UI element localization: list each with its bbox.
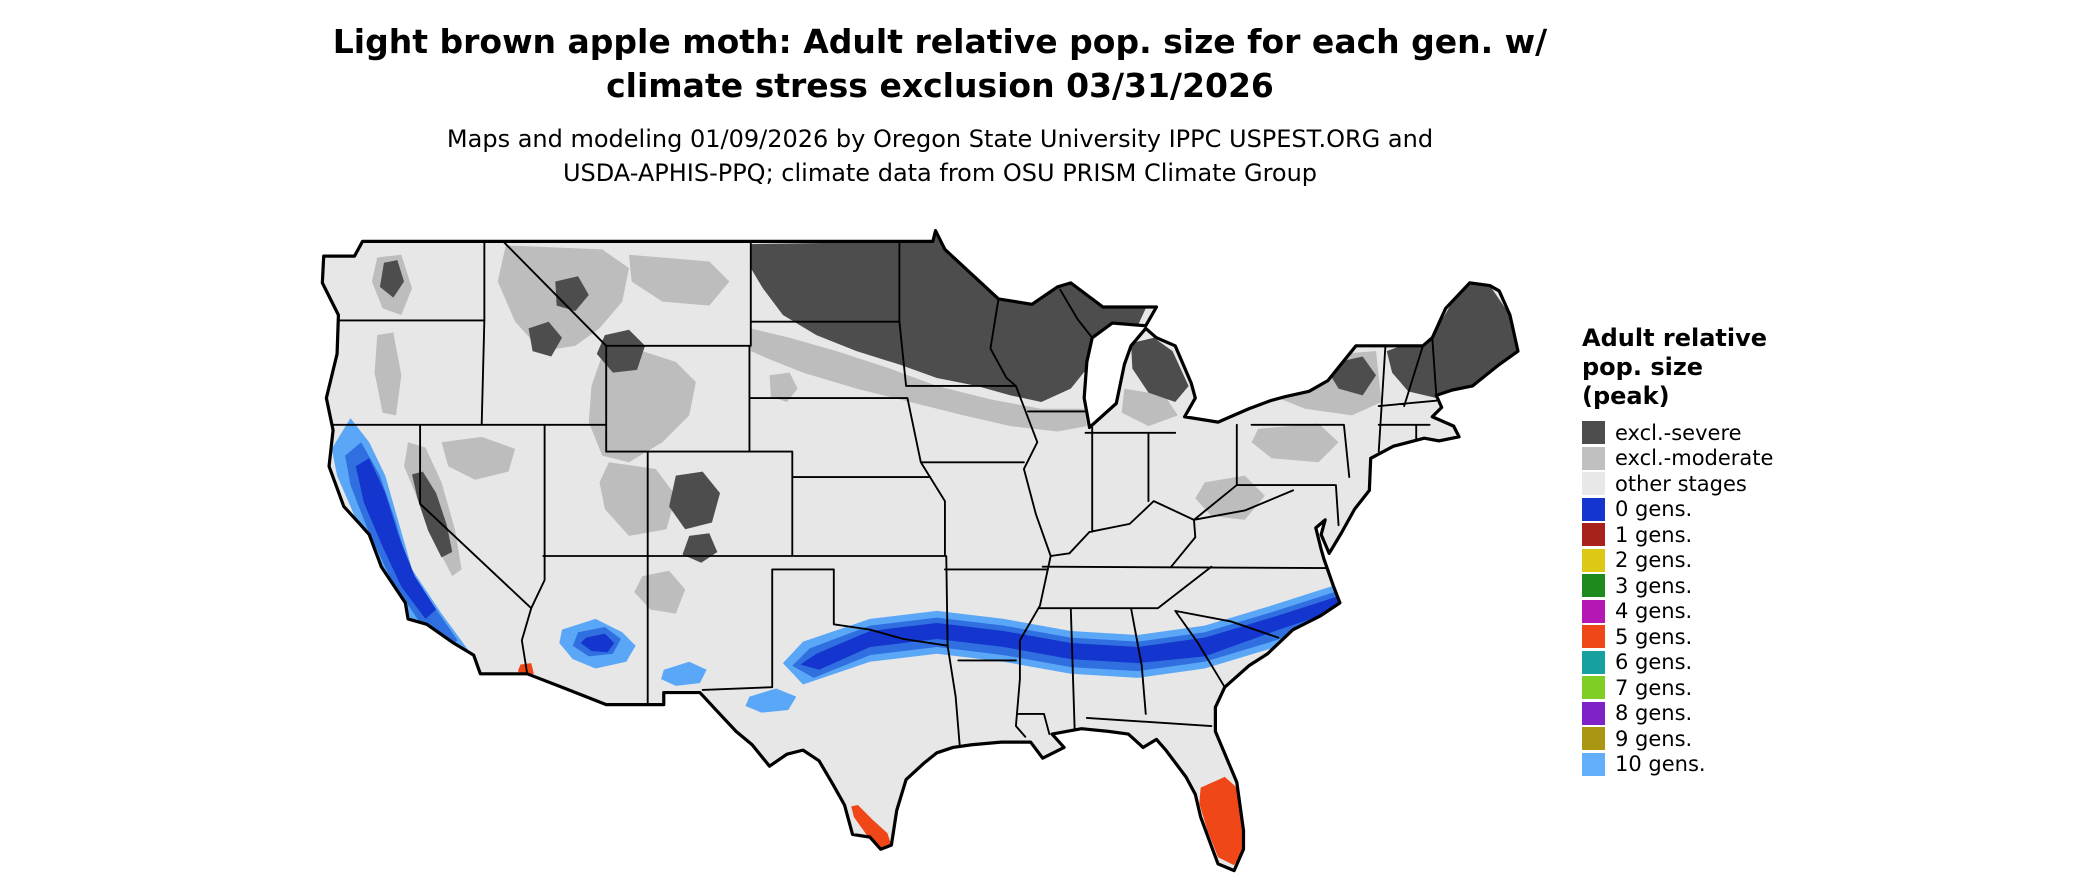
figure-header: Light brown apple moth: Adult relative p…: [110, 20, 1770, 190]
us-map: [317, 228, 1526, 884]
legend-swatch-8-gens: [1582, 701, 1605, 725]
subtitle-line1: Maps and modeling 01/09/2026 by Oregon S…: [446, 125, 1434, 153]
map-region-excl-severe: [379, 230, 1518, 563]
legend-swatch-10-gens: [1582, 752, 1605, 776]
legend-label: excl.-moderate: [1615, 446, 1774, 471]
legend-swatch-0-gens: [1582, 497, 1605, 521]
legend-item-5-gens: 5 gens.: [1582, 624, 1912, 650]
legend-item-1-gens: 1 gens.: [1582, 522, 1912, 548]
legend-swatch-excl-moderate: [1582, 446, 1605, 470]
page-title-line2: climate stress exclusion 03/31/2026: [606, 66, 1274, 105]
legend-label: excl.-severe: [1615, 420, 1742, 445]
legend-label: 10 gens.: [1615, 752, 1706, 777]
legend-swatch-4-gens: [1582, 599, 1605, 623]
legend-item-excl-moderate: excl.-moderate: [1582, 446, 1912, 472]
legend-label: 2 gens.: [1615, 548, 1693, 573]
map-legend: Adult relative pop. size (peak) excl.-se…: [1582, 324, 1912, 777]
legend-swatch-9-gens: [1582, 727, 1605, 751]
legend-label: 5 gens.: [1615, 624, 1693, 649]
legend-swatch-other-stages: [1582, 472, 1605, 496]
legend-label: 3 gens.: [1615, 573, 1693, 598]
state-borders: [332, 240, 1438, 746]
legend-title-line3: (peak): [1582, 382, 1670, 410]
page-title-line1: Light brown apple moth: Adult relative p…: [332, 22, 1548, 61]
legend-title: Adult relative pop. size (peak): [1582, 324, 1912, 411]
legend-swatch-excl-severe: [1582, 421, 1605, 445]
legend-label: 6 gens.: [1615, 650, 1693, 675]
legend-item-excl-severe: excl.-severe: [1582, 420, 1912, 446]
legend-label: other stages: [1615, 471, 1747, 496]
legend-item-0-gens: 0 gens.: [1582, 497, 1912, 523]
figure-subtitle: Maps and modeling 01/09/2026 by Oregon S…: [110, 122, 1770, 190]
legend-item-3-gens: 3 gens.: [1582, 573, 1912, 599]
legend-label: 4 gens.: [1615, 599, 1693, 624]
legend-item-8-gens: 8 gens.: [1582, 701, 1912, 727]
subtitle-line2: USDA-APHIS-PPQ; climate data from OSU PR…: [562, 159, 1318, 187]
legend-swatch-6-gens: [1582, 650, 1605, 674]
legend-label: 1 gens.: [1615, 522, 1693, 547]
legend-item-2-gens: 2 gens.: [1582, 548, 1912, 574]
legend-label: 9 gens.: [1615, 726, 1693, 751]
legend-item-9-gens: 9 gens.: [1582, 726, 1912, 752]
legend-item-6-gens: 6 gens.: [1582, 650, 1912, 676]
legend-swatch-1-gens: [1582, 523, 1605, 547]
legend-item-4-gens: 4 gens.: [1582, 599, 1912, 625]
legend-item-10-gens: 10 gens.: [1582, 752, 1912, 778]
map-region-excl-moderate: [371, 245, 1382, 614]
legend-swatch-2-gens: [1582, 548, 1605, 572]
us-map-svg: [320, 229, 1520, 873]
map-band-gens-mid: [345, 442, 1383, 678]
legend-swatch-5-gens: [1582, 625, 1605, 649]
legend-item-other-stages: other stages: [1582, 471, 1912, 497]
legend-item-7-gens: 7 gens.: [1582, 675, 1912, 701]
legend-title-line2: pop. size: [1582, 353, 1704, 381]
legend-title-line1: Adult relative: [1582, 324, 1768, 352]
legend-swatch-7-gens: [1582, 676, 1605, 700]
legend-label: 7 gens.: [1615, 675, 1693, 700]
legend-label: 0 gens.: [1615, 497, 1693, 522]
legend-swatch-3-gens: [1582, 574, 1605, 598]
legend-label: 8 gens.: [1615, 701, 1693, 726]
